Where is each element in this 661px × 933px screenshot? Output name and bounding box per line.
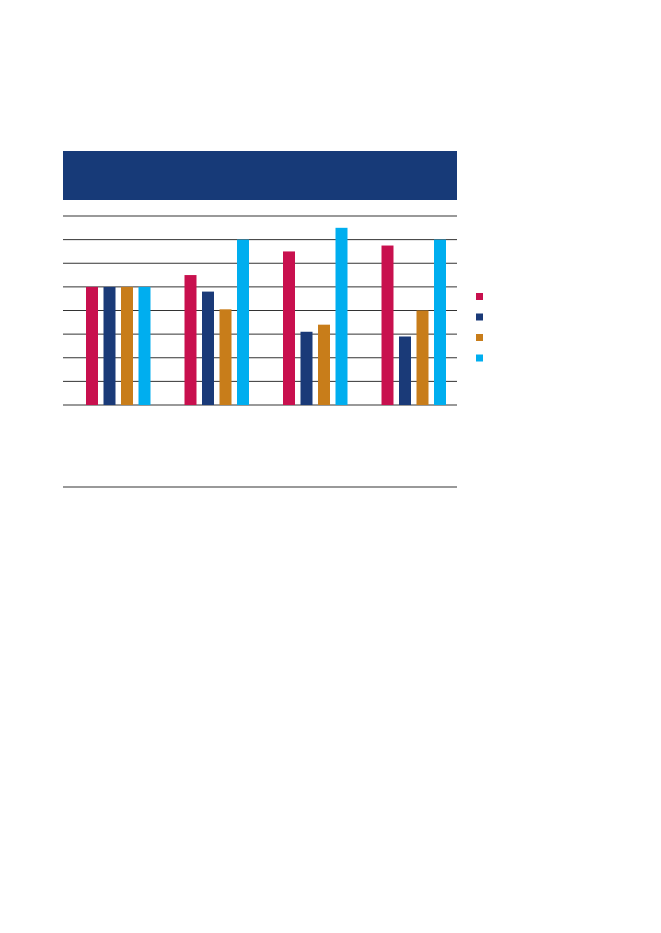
bar xyxy=(86,286,98,405)
legend-swatch xyxy=(476,334,483,341)
legend-swatch xyxy=(476,354,483,362)
bar xyxy=(283,251,295,405)
bar xyxy=(202,291,214,405)
bar xyxy=(416,310,429,405)
legend-swatch xyxy=(476,313,483,321)
bar xyxy=(381,245,394,405)
bar xyxy=(219,309,232,405)
bar xyxy=(121,286,133,405)
bar xyxy=(434,239,446,405)
bar xyxy=(237,239,249,405)
chart-header xyxy=(63,151,457,200)
bar xyxy=(138,286,151,405)
bar xyxy=(399,336,411,405)
bar xyxy=(184,275,197,405)
bar xyxy=(318,324,330,405)
bar xyxy=(300,331,313,405)
bar xyxy=(335,227,348,405)
legend-swatch xyxy=(476,293,483,300)
bar xyxy=(103,286,116,405)
